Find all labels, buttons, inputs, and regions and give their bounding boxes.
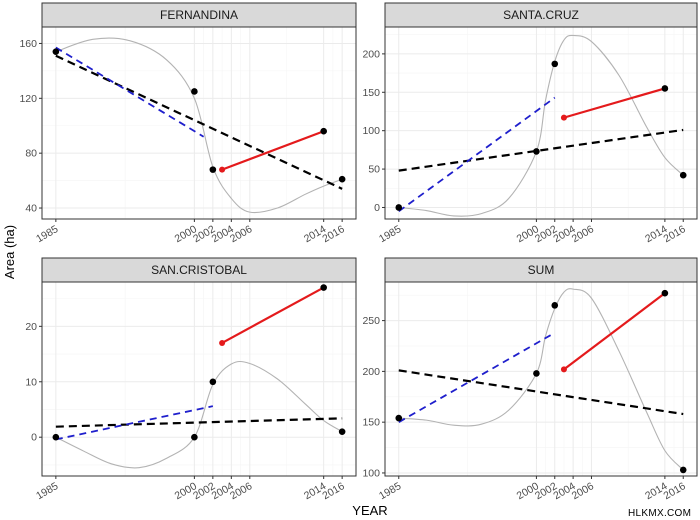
- data-point: [661, 85, 669, 92]
- facet-strip: [384, 2, 698, 28]
- trend-line-all-years: [55, 54, 343, 190]
- x-tick-label: 2006: [228, 223, 254, 245]
- plot-area: [385, 27, 697, 219]
- data-point: [551, 302, 559, 309]
- trend-line-late: [563, 292, 666, 371]
- data-point: [338, 428, 346, 435]
- data-point: [533, 148, 540, 155]
- panel-border: [41, 26, 357, 220]
- trend-late-endpoint: [219, 166, 226, 173]
- data-point: [338, 175, 346, 183]
- x-tick-label: 1985: [34, 480, 60, 502]
- y-tick-label: 0: [374, 202, 380, 214]
- data-point: [209, 166, 217, 173]
- y-tick-label: 120: [19, 93, 37, 105]
- panel-border: [41, 281, 357, 477]
- data-point: [395, 414, 403, 422]
- data-point: [679, 171, 687, 179]
- trend-line-late: [563, 87, 666, 119]
- x-tick-label: 1985: [34, 223, 60, 245]
- x-tick-label: 1985: [377, 480, 403, 502]
- panel-border: [384, 26, 698, 220]
- data-point: [551, 60, 559, 68]
- data-layer: [52, 284, 346, 469]
- y-tick-label: 150: [362, 87, 380, 99]
- y-tick-label: 50: [368, 164, 380, 176]
- facet-title: SUM: [528, 263, 555, 277]
- x-tick-label: 2016: [320, 480, 346, 502]
- plot-area: [42, 282, 356, 476]
- trend-line-early: [398, 332, 556, 423]
- x-tick-label: 1985: [377, 223, 403, 245]
- x-tick-label: 2006: [570, 480, 596, 502]
- trend-line-late: [221, 286, 325, 344]
- y-tick-label: 160: [19, 38, 37, 50]
- x-tick-label: 2006: [228, 480, 254, 502]
- panel-border: [384, 281, 698, 477]
- y-tick-label: 250: [362, 315, 380, 327]
- y-axis-title: Area (ha): [2, 225, 17, 279]
- data-point: [191, 88, 198, 95]
- trend-line-all-years: [398, 128, 684, 172]
- y-tick-label: 200: [362, 48, 380, 60]
- data-layer: [395, 288, 687, 474]
- y-tick-label: 40: [25, 203, 37, 215]
- data-point: [320, 127, 327, 135]
- trend-line-early: [55, 405, 214, 441]
- y-tick-label: 20: [25, 321, 37, 333]
- y-tick-label: 200: [362, 366, 380, 378]
- x-tick-label: 2006: [570, 223, 596, 245]
- facet-title: SANTA.CRUZ: [503, 8, 579, 22]
- y-tick-label: 100: [362, 125, 380, 137]
- watermark: HLKMX.COM: [628, 508, 691, 519]
- data-point: [395, 204, 403, 211]
- plot-area: [385, 282, 697, 476]
- data-point: [52, 433, 60, 441]
- trend-late-endpoint: [560, 114, 567, 121]
- data-point: [679, 466, 687, 474]
- trend-line-early: [55, 46, 205, 138]
- x-tick-label: 2016: [662, 223, 688, 245]
- y-tick-label: 0: [31, 432, 37, 444]
- data-point: [209, 378, 217, 386]
- facet-title: SAN.CRISTOBAL: [151, 263, 247, 277]
- data-point: [191, 433, 198, 441]
- x-tick-label: 2016: [662, 480, 688, 502]
- smooth-curve: [55, 37, 343, 214]
- facet-title: FERNANDINA: [160, 8, 238, 22]
- trend-line-all-years: [398, 369, 684, 416]
- y-tick-label: 80: [25, 148, 37, 160]
- y-tick-label: 100: [362, 467, 380, 479]
- data-layer: [395, 34, 687, 217]
- data-point: [533, 370, 540, 377]
- trend-late-endpoint: [219, 339, 226, 346]
- trend-line-early: [398, 96, 556, 213]
- data-point: [52, 48, 60, 55]
- x-tick-label: 2016: [320, 223, 346, 245]
- y-tick-label: 150: [362, 417, 380, 429]
- data-point: [320, 284, 327, 291]
- y-tick-label: 10: [25, 376, 37, 388]
- trend-late-endpoint: [560, 366, 567, 373]
- data-layer: [52, 37, 346, 214]
- trend-line-all-years: [55, 417, 343, 428]
- data-point: [661, 289, 669, 297]
- facet-strip: [41, 257, 357, 283]
- facet-strip: [41, 2, 357, 28]
- x-axis-title: YEAR: [352, 503, 387, 518]
- trend-line-late: [221, 130, 325, 171]
